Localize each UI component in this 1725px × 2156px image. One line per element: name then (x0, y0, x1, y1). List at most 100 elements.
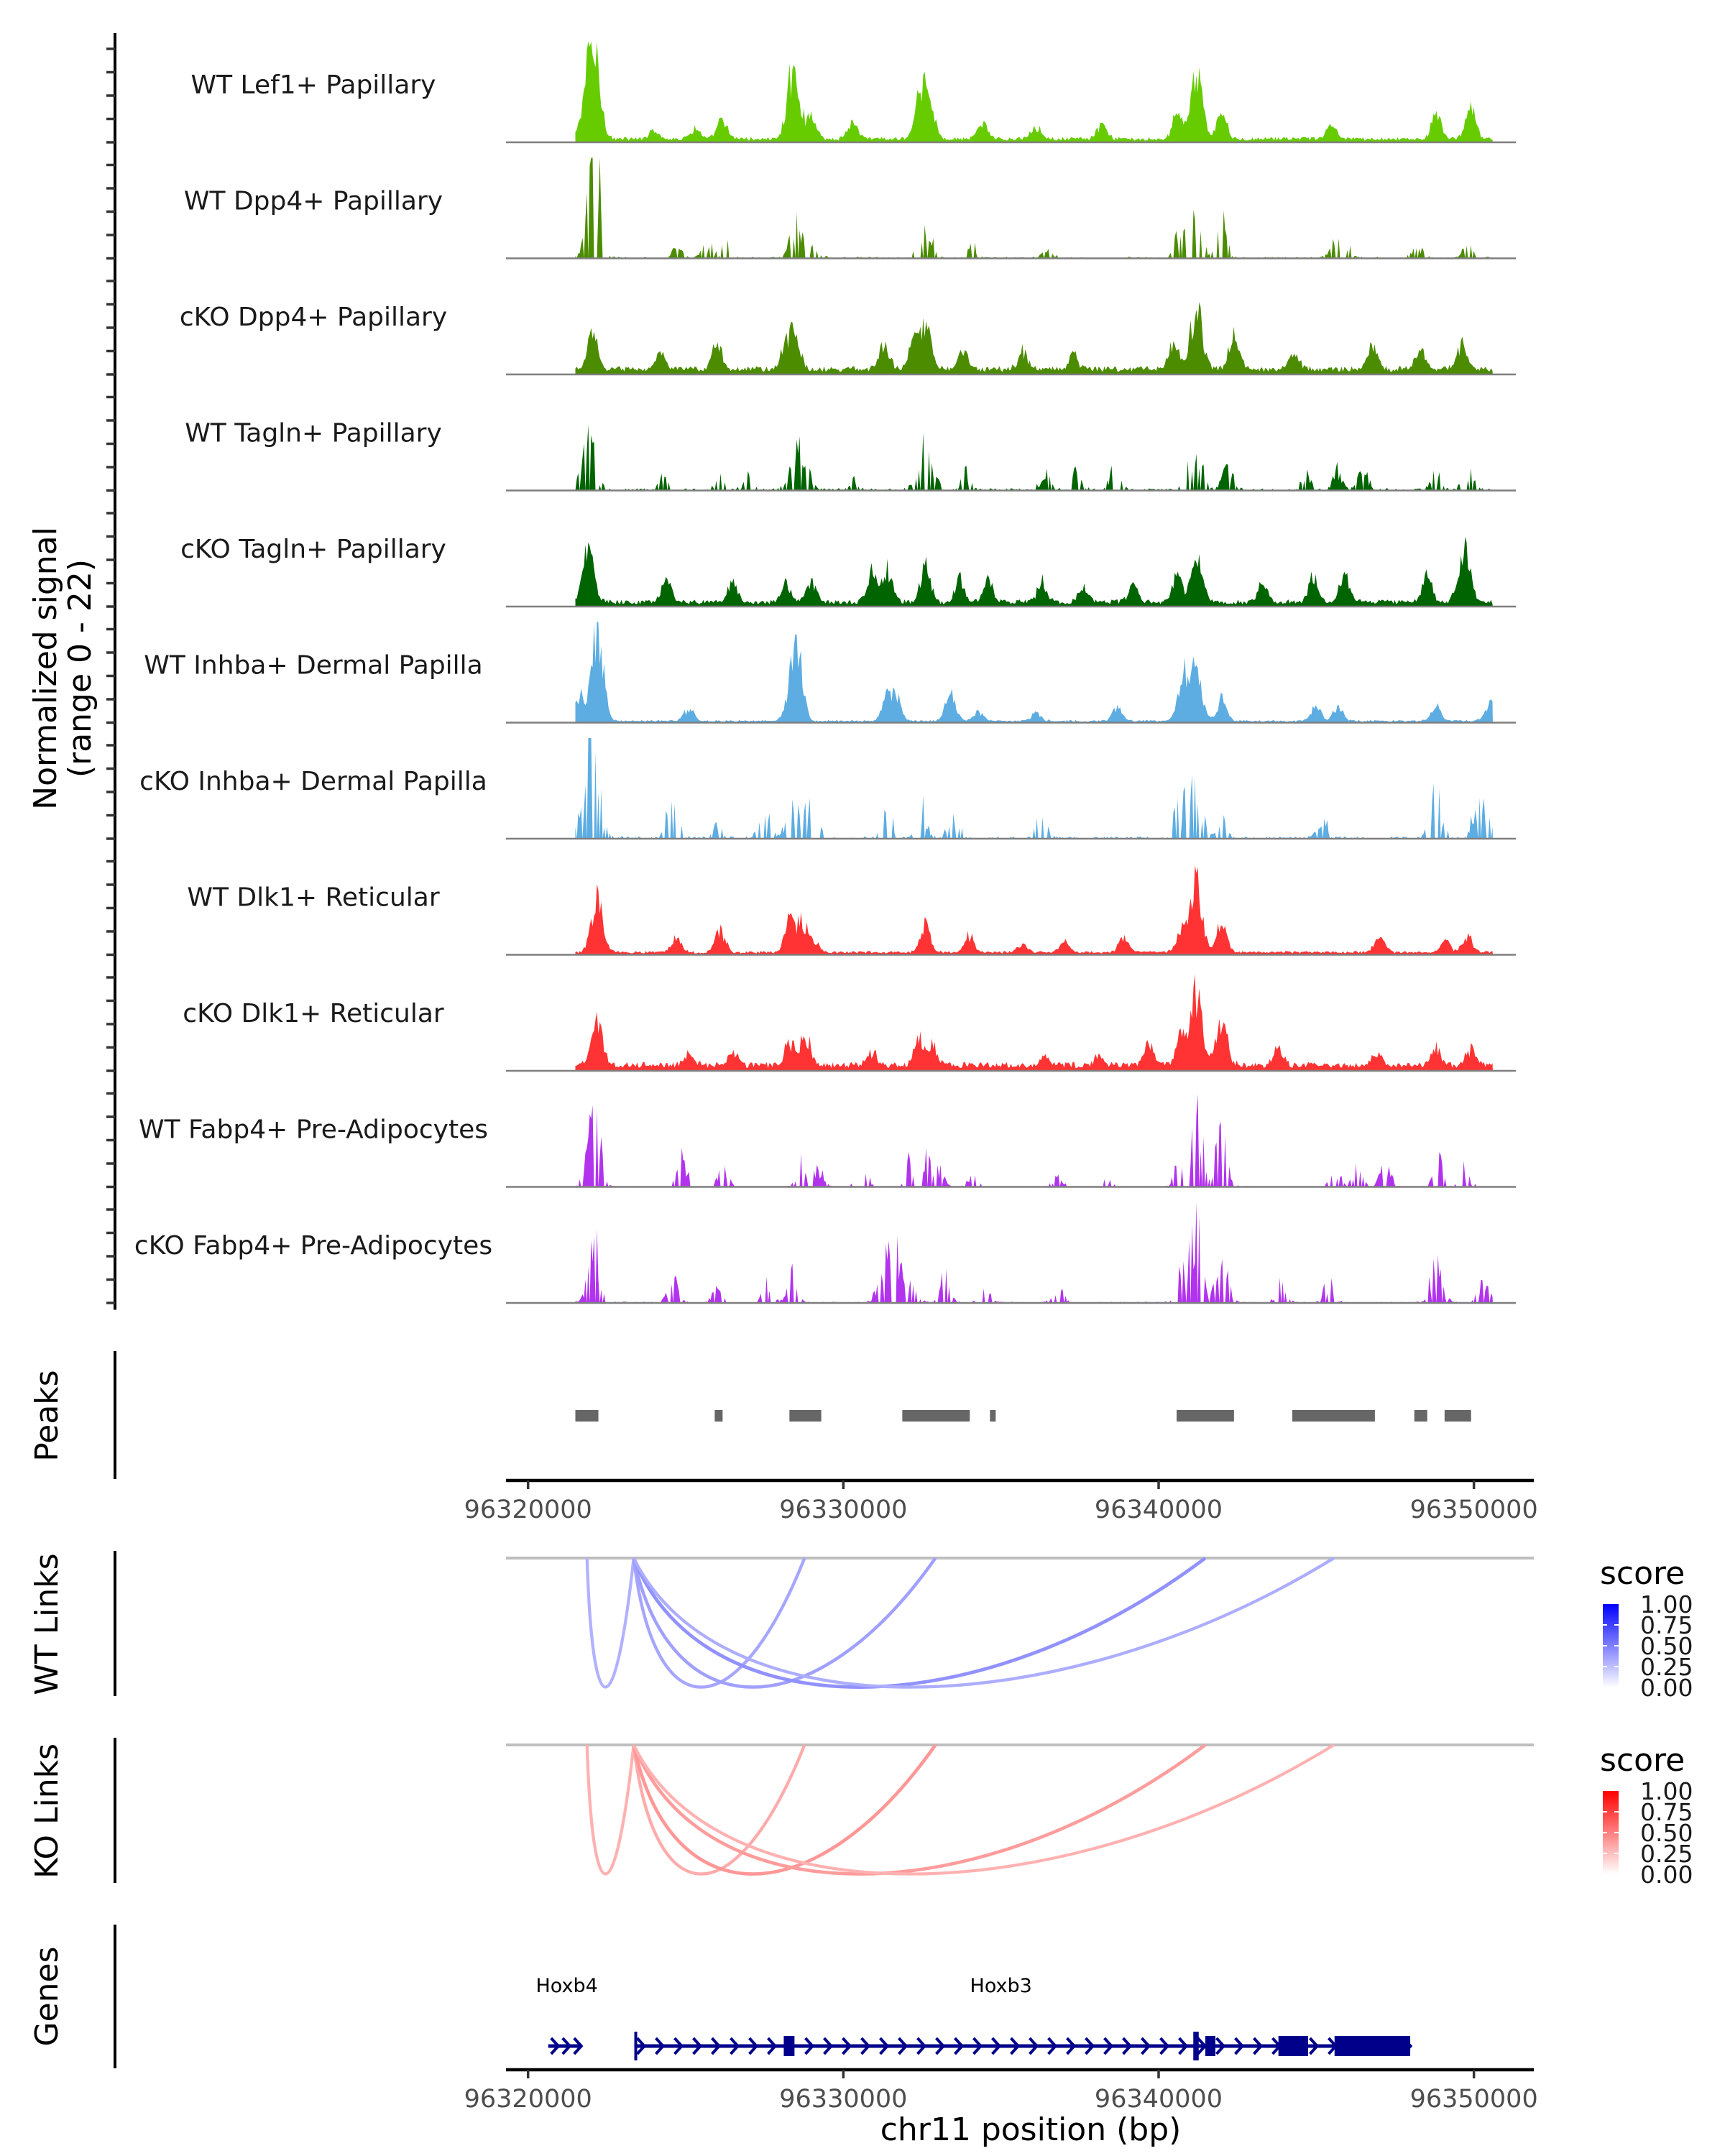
strand-arrow-icon (550, 2037, 561, 2055)
exon (1193, 2032, 1197, 2060)
strand-arrow-icon (1029, 2037, 1039, 2055)
link-arc (632, 1743, 1335, 1876)
track-label: WT Inhba+ Dermal Papilla (144, 651, 482, 681)
strand-arrow-icon (1047, 2037, 1058, 2055)
strand-arrow-icon (692, 2037, 703, 2055)
strand-arrow-icon (879, 2037, 890, 2055)
legend-title: score (1600, 1742, 1685, 1779)
strand-arrow-icon (916, 2037, 927, 2055)
x-tick-label: 96320000 (464, 1496, 592, 1524)
gene-label: Hoxb3 (970, 1975, 1032, 1997)
x-tick-label: 96320000 (464, 2085, 592, 2114)
strand-arrow-icon (1141, 2037, 1151, 2055)
track-wt-lef1-papillary: WT Lef1+ Papillary (191, 42, 1516, 144)
legend-tick-label: 0.50 (1640, 1819, 1693, 1847)
strand-arrow-icon (748, 2037, 759, 2055)
coverage-area (575, 975, 1493, 1071)
gene-label: Hoxb4 (536, 1975, 598, 1997)
link-arc (632, 1557, 806, 1689)
wt-links-legend: score 0.000.250.500.751.00 (1600, 1555, 1693, 1702)
ko-links-legend: score 0.000.250.500.751.00 (1600, 1742, 1693, 1889)
strand-arrow-icon (842, 2037, 852, 2055)
strand-arrow-icon (767, 2037, 778, 2055)
strand-arrow-icon (1159, 2037, 1170, 2055)
coverage-area (575, 865, 1493, 955)
strand-arrow-icon (1122, 2037, 1133, 2055)
gene-hoxb3: Hoxb3 (634, 1975, 1413, 2060)
strand-arrow-icon (823, 2037, 834, 2055)
peak-region (575, 1410, 599, 1422)
strand-arrow-icon (860, 2037, 871, 2055)
x-axis-genes: 96320000 96330000 96340000 96350000 (464, 2068, 1538, 2114)
x-tick-label: 96340000 (1095, 1496, 1223, 1524)
peaks-title: Peaks (29, 1370, 65, 1461)
track-label: cKO Fabp4+ Pre-Adipocytes (134, 1231, 492, 1261)
strand-arrow-icon (1234, 2037, 1245, 2055)
strand-arrow-icon (1010, 2037, 1021, 2055)
coverage-area (575, 622, 1493, 723)
strand-arrow-icon (1178, 2037, 1189, 2055)
track-wt-dlk1-reticular: WT Dlk1+ Reticular (187, 865, 1516, 956)
strand-arrow-icon (1215, 2037, 1226, 2055)
exon (1195, 2032, 1199, 2060)
genes-track: Hoxb4 Hoxb3 (536, 1975, 1413, 2060)
legend-title: score (1600, 1555, 1685, 1592)
exon (1278, 2036, 1308, 2056)
strand-arrow-icon (673, 2037, 684, 2055)
track-wt-dpp4-papillary: WT Dpp4+ Papillary (184, 157, 1516, 259)
peak-region (1177, 1410, 1234, 1422)
strand-arrow-icon (573, 2037, 584, 2055)
strand-arrow-icon (655, 2037, 666, 2055)
link-arc (585, 1744, 635, 1876)
legend-tick-label: 0.75 (1640, 1611, 1693, 1639)
wt-links-track (506, 1557, 1534, 1689)
link-arc (585, 1557, 635, 1689)
exon (1205, 2036, 1215, 2056)
legend-tick-label: 0.50 (1640, 1632, 1693, 1660)
ko-links-title: KO Links (29, 1743, 65, 1879)
genes-title: Genes (29, 1946, 65, 2046)
track-label: cKO Inhba+ Dermal Papilla (139, 767, 487, 796)
link-arc (632, 1743, 1207, 1876)
track-label: WT Dpp4+ Papillary (184, 187, 443, 216)
legend-tick-label: 0.75 (1640, 1798, 1693, 1826)
strand-arrow-icon (954, 2037, 965, 2055)
peak-region (789, 1410, 822, 1422)
track-label: WT Dlk1+ Reticular (187, 883, 439, 913)
legend-tick-label: 1.00 (1640, 1590, 1693, 1618)
track-cko-fabp4-pre-adipocytes: cKO Fabp4+ Pre-Adipocytes (134, 1202, 1516, 1304)
track-label: cKO Dpp4+ Papillary (180, 303, 447, 332)
strand-arrow-icon (1103, 2037, 1114, 2055)
coverage-area (575, 157, 1493, 259)
x-tick-label: 96350000 (1410, 1496, 1538, 1524)
strand-arrow-icon (1197, 2037, 1208, 2055)
peak-region (1414, 1410, 1427, 1422)
link-arc (632, 1744, 806, 1876)
strand-arrow-icon (991, 2037, 1002, 2055)
wt-links-title: WT Links (29, 1553, 65, 1695)
legend-tick-label: 0.25 (1640, 1840, 1693, 1868)
strand-arrow-icon (1085, 2037, 1095, 2055)
link-arc (632, 1743, 937, 1876)
coverage-area (575, 537, 1493, 607)
link-arc (632, 1557, 1335, 1689)
coverage-tracks: WT Lef1+ Papillary WT Dpp4+ Papillary cKO … (134, 42, 1516, 1304)
peaks-track (575, 1410, 1471, 1422)
strand-arrow-icon (711, 2037, 722, 2055)
coverage-area (575, 425, 1493, 491)
coverage-area (575, 1202, 1493, 1303)
strand-arrow-icon (1066, 2037, 1077, 2055)
x-tick-label: 96340000 (1095, 2085, 1223, 2114)
x-tick-label: 96330000 (779, 1496, 907, 1524)
peak-region (990, 1410, 996, 1422)
ko-links-track (506, 1743, 1534, 1876)
legend-tick-label: 1.00 (1640, 1777, 1693, 1805)
coverage-area (575, 1094, 1493, 1187)
coverage-area (575, 738, 1493, 839)
signal-y-axis-title: Normalized signal (27, 527, 64, 810)
strand-arrow-icon (730, 2037, 740, 2055)
strand-arrow-icon (804, 2037, 815, 2055)
legend-tick-label: 0.25 (1640, 1653, 1693, 1681)
link-arc (632, 1557, 1207, 1689)
